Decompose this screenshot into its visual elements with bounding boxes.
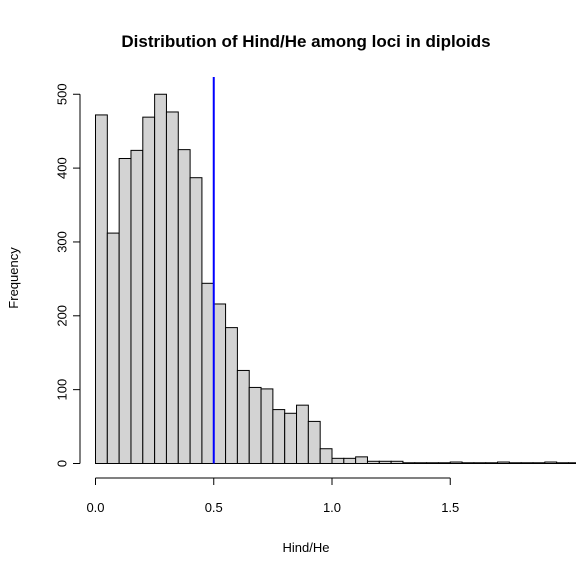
histogram-bar <box>296 404 309 465</box>
x-axis-label: Hind/He <box>283 540 330 555</box>
histogram-bar <box>284 412 298 465</box>
histogram-bar <box>272 409 286 465</box>
y-tick-label: 500 <box>54 83 69 105</box>
x-tick-label: 1.5 <box>441 500 459 515</box>
histogram-bar <box>366 460 380 464</box>
histogram-bar <box>497 461 510 465</box>
y-tick-label: 100 <box>54 379 69 401</box>
histogram-bar <box>213 303 227 465</box>
histogram-bar <box>568 462 576 465</box>
histogram-bar <box>378 460 392 464</box>
y-tick-label: 400 <box>54 157 69 179</box>
y-tick-label: 0 <box>54 460 69 467</box>
histogram-bar <box>177 149 191 464</box>
histogram-bar <box>331 457 345 465</box>
x-tick-label: 0.5 <box>205 500 223 515</box>
histogram-bar <box>414 462 428 465</box>
x-tick-label: 1.0 <box>323 500 341 515</box>
histogram-bar <box>508 462 522 465</box>
histogram-bar <box>95 114 108 464</box>
histogram-bar <box>236 369 250 465</box>
histogram-bar <box>154 93 167 464</box>
histogram-bar <box>165 111 179 464</box>
histogram-bar <box>225 327 238 464</box>
y-tick-label: 200 <box>54 305 69 327</box>
histogram-bar <box>556 462 569 465</box>
histogram-bar <box>520 462 534 465</box>
chart-title: Distribution of Hind/He among loci in di… <box>121 32 490 51</box>
histogram-bar <box>248 386 262 465</box>
histogram-bar <box>473 462 487 465</box>
histogram-bar <box>118 157 132 464</box>
histogram-bar <box>142 116 156 465</box>
histogram-bar <box>189 177 203 464</box>
histogram-bar <box>343 457 357 465</box>
histogram-bar <box>544 461 558 465</box>
histogram-bar <box>402 462 416 465</box>
histogram-bar <box>390 460 404 464</box>
histogram-bar <box>449 461 463 465</box>
histogram-bar <box>355 456 368 464</box>
histogram-bar <box>532 462 546 465</box>
x-axis: 0.0 0.5 1.0 1.5 <box>86 477 459 515</box>
histogram-bar <box>485 462 499 465</box>
histogram-bar <box>461 462 475 465</box>
histogram-bars <box>95 93 576 465</box>
y-axis: 0 100 200 300 400 500 <box>54 83 81 467</box>
histogram-bar <box>260 388 274 464</box>
histogram-bar <box>106 232 120 464</box>
histogram-bar <box>130 149 144 464</box>
x-tick-label: 0.0 <box>86 500 104 515</box>
histogram-bar <box>201 282 215 464</box>
histogram-bar <box>437 462 451 465</box>
y-tick-label: 300 <box>54 231 69 253</box>
y-axis-label: Frequency <box>6 247 21 309</box>
histogram-bar <box>319 448 333 465</box>
histogram-bar <box>426 462 439 465</box>
histogram-bar <box>307 420 321 464</box>
